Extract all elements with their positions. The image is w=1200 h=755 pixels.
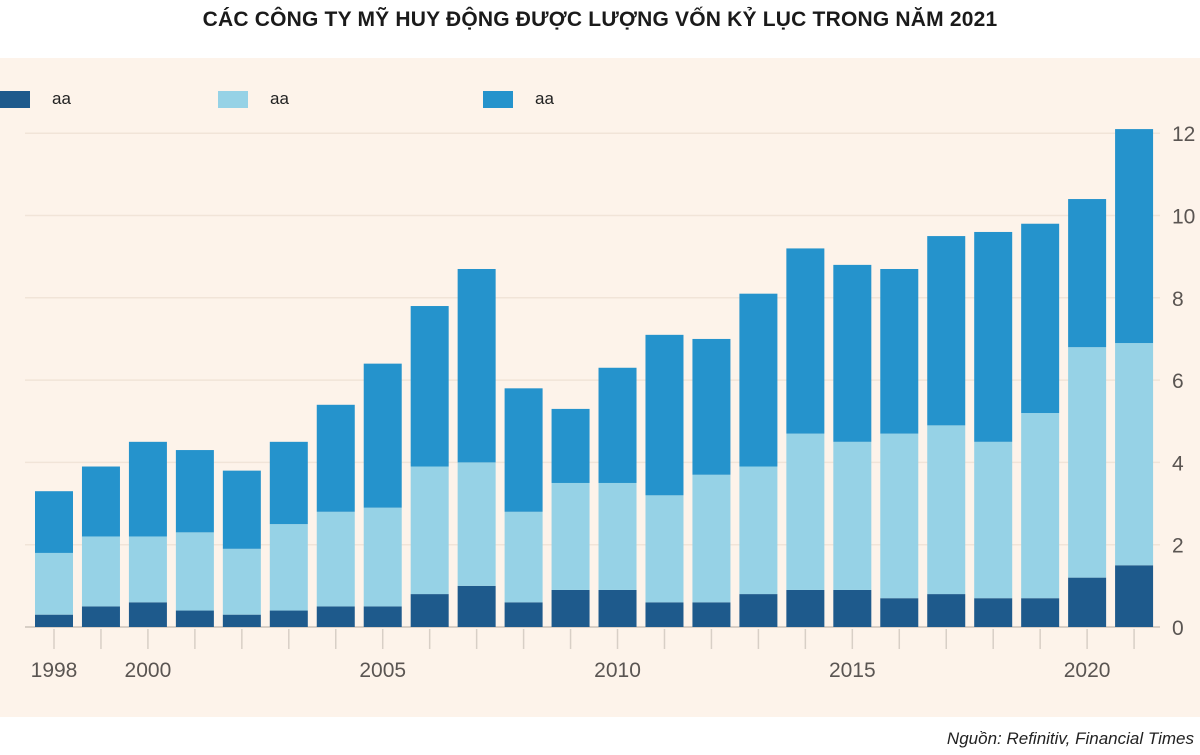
bar-segment	[786, 589, 825, 627]
bar-segment	[269, 441, 308, 525]
bar-segment	[739, 466, 778, 595]
bar-segment	[128, 602, 167, 627]
bar-segment	[222, 470, 261, 549]
bar-segment	[1068, 199, 1107, 348]
y-tick-label: 4	[1172, 452, 1184, 475]
bar-segment	[833, 264, 872, 442]
x-tick-label: 2005	[359, 659, 406, 682]
bar-segment	[363, 507, 402, 607]
bar-segment	[645, 602, 684, 627]
bar-segment	[222, 548, 261, 615]
bar-segment	[833, 441, 872, 590]
bar-segment	[692, 602, 731, 627]
y-tick-label: 12	[1172, 123, 1195, 146]
bar-segment	[927, 425, 966, 595]
bar-segment	[504, 388, 543, 512]
bar-segment	[739, 594, 778, 627]
bar-segment	[1068, 347, 1107, 578]
bar-segment	[739, 293, 778, 467]
bar-segment	[786, 248, 825, 434]
bar-segment	[645, 495, 684, 603]
bar-segment	[316, 606, 355, 627]
bar-segment	[316, 404, 355, 512]
bar-segment	[128, 536, 167, 603]
bar-segment	[645, 334, 684, 496]
bar-segment	[269, 610, 308, 627]
x-tick-label: 2010	[594, 659, 641, 682]
bar-segment	[692, 338, 731, 475]
bar-segment	[35, 491, 73, 553]
bar-segment	[927, 594, 966, 627]
bar-segment	[81, 536, 120, 607]
legend-swatch	[218, 90, 248, 108]
bar-segment	[551, 482, 590, 590]
legend-label: aa	[270, 89, 289, 108]
bar-segment	[81, 606, 120, 627]
y-tick-label: 10	[1172, 206, 1195, 229]
bar-segment	[316, 511, 355, 607]
x-tick-label: 1998	[31, 659, 78, 682]
bar-segment	[551, 589, 590, 627]
bar-segment	[880, 268, 919, 434]
bar-segment	[35, 552, 73, 615]
bar-segment	[175, 532, 214, 611]
legend-item: aa	[483, 89, 554, 109]
bar-segment	[692, 474, 731, 603]
bar-segment	[457, 585, 496, 627]
bar-segment	[410, 466, 449, 595]
x-tick-label: 2020	[1064, 659, 1111, 682]
bar-segment	[363, 606, 402, 627]
bar-segment	[833, 589, 872, 627]
bar-segment	[1115, 565, 1154, 627]
bar-segment	[175, 610, 214, 627]
y-tick-label: 6	[1172, 370, 1184, 393]
bar-segment	[598, 589, 637, 627]
source-note: Nguồn: Refinitiv, Financial Times	[946, 729, 1194, 748]
bar-segment	[504, 602, 543, 627]
bar-segment	[1068, 577, 1107, 627]
bar-segment	[598, 482, 637, 590]
bar-segment	[1021, 223, 1060, 414]
legend-item: aa	[218, 89, 289, 109]
x-tick-label: 2000	[125, 659, 172, 682]
bar-segment	[363, 363, 402, 508]
legend-item: aa	[0, 89, 71, 109]
legend-swatch	[483, 90, 513, 108]
chart-title: CÁC CÔNG TY MỸ HUY ĐỘNG ĐƯỢC LƯỢNG VỐN K…	[202, 8, 998, 31]
bar-segment	[880, 433, 919, 599]
bar-segment	[222, 614, 261, 627]
bar-segment	[410, 594, 449, 627]
bar-segment	[457, 462, 496, 586]
bar-segment	[128, 441, 167, 537]
bar-segment	[974, 441, 1013, 599]
bar-segment	[175, 450, 214, 533]
bar-segment	[551, 408, 590, 483]
legend-label: aa	[52, 89, 71, 108]
legend-swatch	[0, 90, 30, 108]
bar-segment	[81, 466, 120, 537]
bar-segment	[410, 306, 449, 467]
bar-segment	[974, 231, 1013, 442]
bar-segment	[269, 524, 308, 611]
y-tick-label: 0	[1172, 617, 1184, 640]
bar-segment	[1115, 343, 1154, 566]
bar-segment	[504, 511, 543, 603]
bar-segment	[786, 433, 825, 590]
bar-segment	[598, 367, 637, 483]
bar-segment	[1115, 129, 1154, 344]
bar-segment	[974, 598, 1013, 627]
y-tick-label: 2	[1172, 535, 1184, 558]
bar-segment	[35, 614, 73, 627]
y-tick-label: 8	[1172, 288, 1184, 311]
bar-segment	[457, 268, 496, 463]
x-tick-label: 2015	[829, 659, 876, 682]
bar-segment	[1021, 598, 1060, 627]
bar-segment	[1021, 413, 1060, 599]
legend-label: aa	[535, 89, 554, 108]
bar-segment	[880, 598, 919, 627]
bar-segment	[927, 236, 966, 426]
